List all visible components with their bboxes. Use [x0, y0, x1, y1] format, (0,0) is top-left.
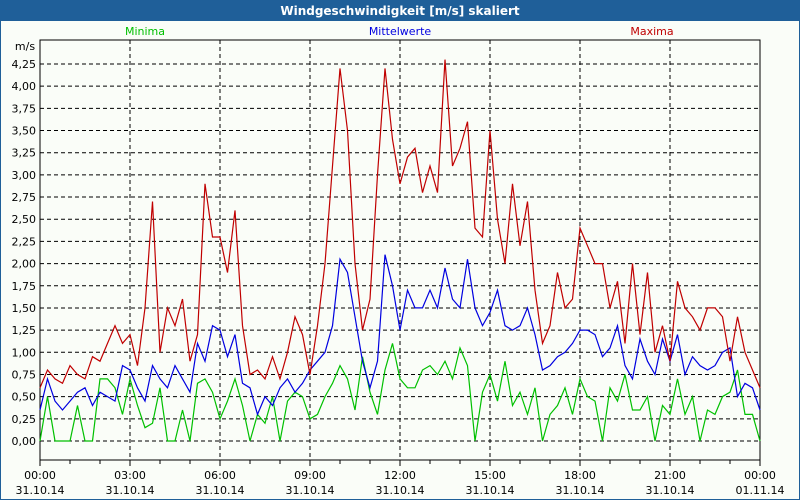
y-tick-label: 2,50: [12, 213, 37, 226]
x-tick-time: 00:00: [24, 469, 56, 482]
x-tick-time: 06:00: [204, 469, 236, 482]
x-tick-time: 15:00: [474, 469, 506, 482]
x-tick-date: 31.10.14: [556, 484, 605, 497]
y-tick-label: 0,25: [12, 413, 37, 426]
y-tick-label: 0,75: [12, 368, 37, 381]
x-tick-time: 18:00: [564, 469, 596, 482]
x-tick-time: 03:00: [114, 469, 146, 482]
x-tick-date: 31.10.14: [16, 484, 65, 497]
y-tick-label: 0,00: [12, 435, 37, 448]
y-tick-label: 0,50: [12, 391, 37, 404]
x-tick-date: 31.10.14: [646, 484, 695, 497]
y-tick-label: 3,50: [12, 125, 37, 138]
y-tick-label: 3,25: [12, 147, 37, 160]
y-tick-label: 1,50: [12, 302, 37, 315]
x-tick-date: 31.10.14: [466, 484, 515, 497]
y-tick-label: 2,75: [12, 191, 37, 204]
y-tick-label: 1,25: [12, 324, 37, 337]
x-tick-date: 31.10.14: [376, 484, 425, 497]
x-tick-time: 21:00: [654, 469, 686, 482]
series-line-maxima: [39, 59, 761, 389]
x-tick-time: 00:00: [744, 469, 776, 482]
y-tick-label: 1,00: [12, 346, 37, 359]
x-tick-time: 09:00: [294, 469, 326, 482]
series-line-minima: [39, 343, 761, 442]
y-tick-label: 3,00: [12, 169, 37, 182]
series-line-mittelwerte: [39, 254, 761, 417]
y-tick-label: 2,00: [12, 258, 37, 271]
x-tick-time: 12:00: [384, 469, 416, 482]
y-tick-label: 2,25: [12, 235, 37, 248]
y-tick-label: 1,75: [12, 280, 37, 293]
legend-maxima: Maxima: [630, 25, 673, 38]
window-title: Windgeschwindigkeit [m/s] skaliert: [1, 1, 799, 21]
y-tick-label: 4,00: [12, 80, 37, 93]
x-tick-date: 31.10.14: [196, 484, 245, 497]
legend-minima: Minima: [125, 25, 165, 38]
legend-mittelwerte: Mittelwerte: [369, 25, 432, 38]
x-tick-date: 31.10.14: [286, 484, 335, 497]
y-axis-label: m/s: [15, 40, 35, 53]
x-tick-date: 01.11.14: [736, 484, 785, 497]
y-tick-label: 4,25: [12, 58, 37, 71]
x-tick-date: 31.10.14: [106, 484, 155, 497]
y-tick-label: 3,75: [12, 102, 37, 115]
